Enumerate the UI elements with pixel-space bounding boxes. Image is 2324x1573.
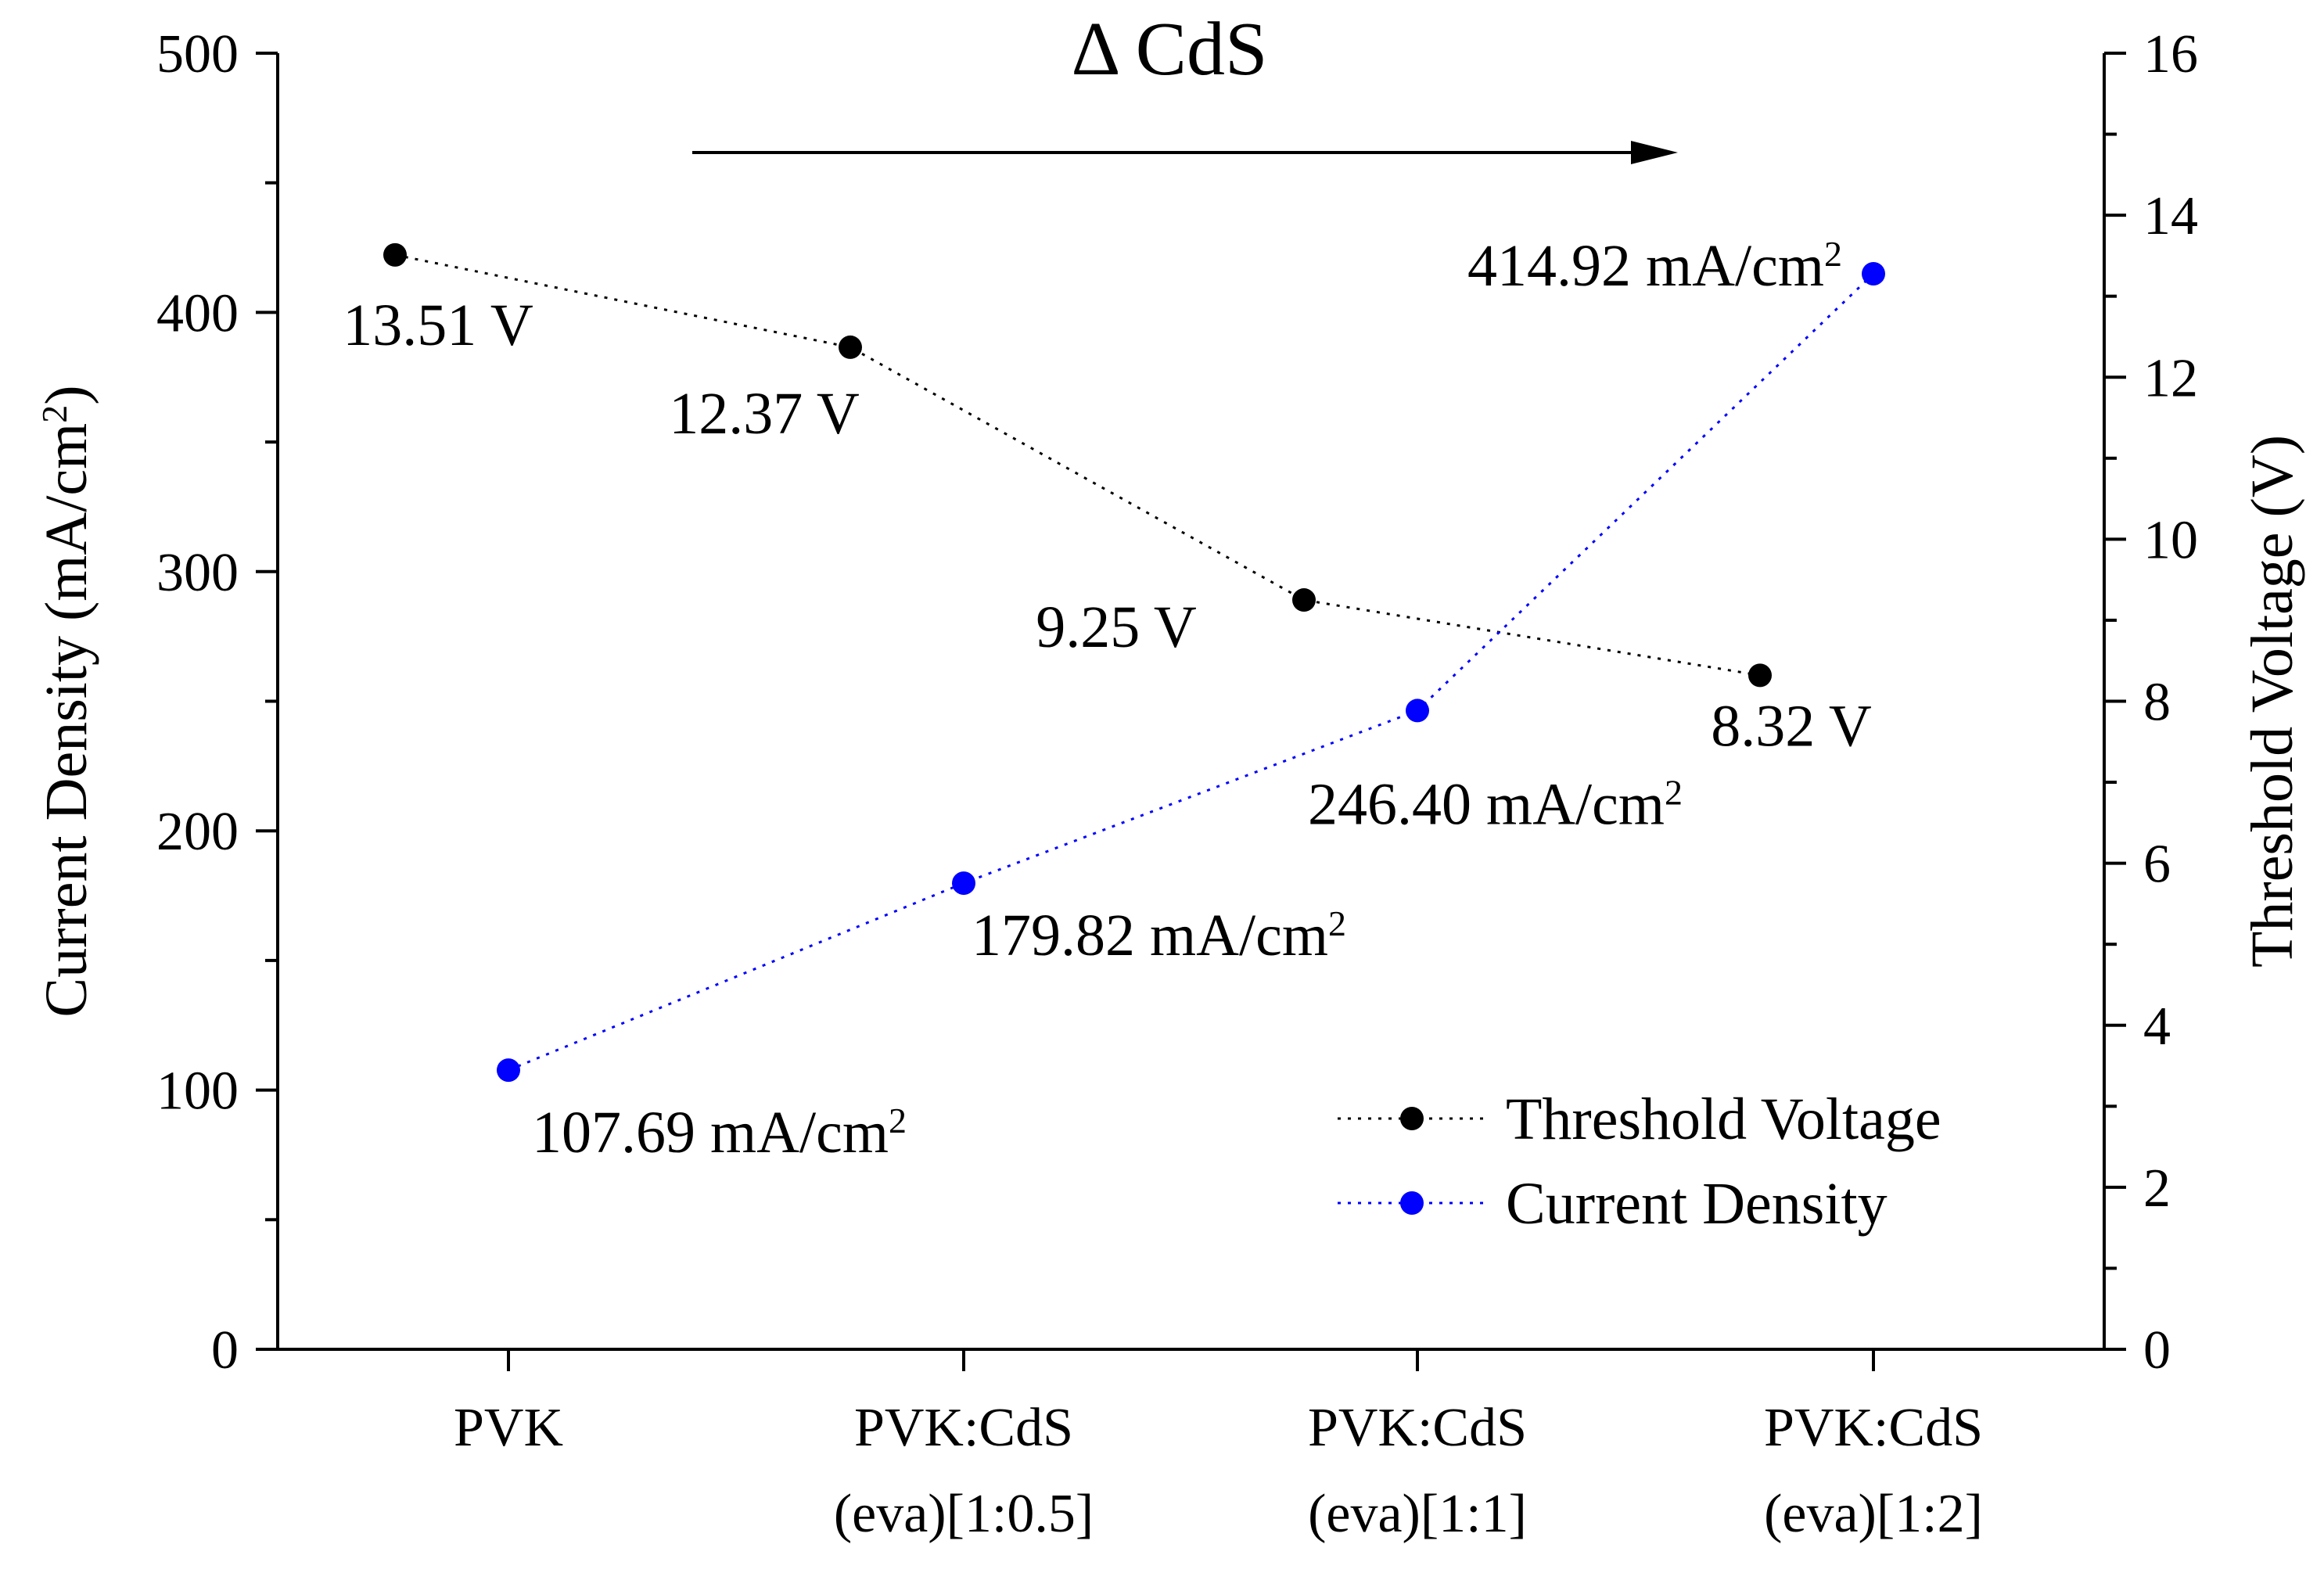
data-label: 8.32 V (1711, 693, 1872, 759)
right-axis-label: Threshold Voltage (V) (2240, 435, 2305, 968)
data-label: 179.82 mA/cm2 (972, 903, 1346, 968)
x-tick-label: (eva)[1:2] (1764, 1484, 1983, 1544)
right-tick-label: 4 (2143, 997, 2171, 1057)
legend-marker (1400, 1107, 1424, 1130)
left-tick-label: 200 (156, 802, 239, 862)
series-line-current-density (508, 272, 1875, 1072)
data-point-current-density (1862, 261, 1885, 286)
legend: Threshold Voltage Current Density (1338, 1086, 1941, 1237)
annotation-arrowhead (1631, 141, 1678, 164)
x-tick-label: PVK:CdS (854, 1398, 1073, 1458)
data-point-threshold-voltage (383, 242, 407, 267)
right-tick-label: 16 (2143, 24, 2198, 84)
series-layer: 13.51 V 12.37 V 9.25 V 8.32 V 107.69 mA/cm2 1… (343, 233, 1885, 1165)
right-tick-label: 12 (2143, 348, 2198, 408)
data-point-threshold-voltage (1292, 588, 1316, 612)
data-label: 9.25 V (1036, 594, 1197, 660)
data-point-current-density (497, 1058, 520, 1083)
x-axis: PVK PVK:CdS (eva)[1:0.5] PVK:CdS (eva)[1:1] P… (454, 1349, 1983, 1544)
x-tick-label: PVK (454, 1398, 563, 1458)
x-tick-label: PVK:CdS (1308, 1398, 1527, 1458)
data-point-threshold-voltage (839, 335, 862, 359)
data-label: 107.69 mA/cm2 (532, 1100, 907, 1165)
left-tick-label: 500 (156, 24, 239, 84)
left-tick-label: 400 (156, 283, 239, 343)
data-label: 246.40 mA/cm2 (1308, 771, 1683, 837)
chart-title: Δ CdS (1072, 7, 1268, 92)
right-tick-label: 2 (2143, 1158, 2171, 1219)
data-point-threshold-voltage (1748, 663, 1772, 688)
right-tick-label: 0 (2143, 1320, 2171, 1381)
right-tick-label: 8 (2143, 673, 2171, 733)
left-axis-label: Current Density (mA/cm2) (34, 385, 99, 1017)
right-tick-label: 6 (2143, 835, 2171, 895)
data-point-current-density (1406, 699, 1429, 723)
left-tick-label: 0 (211, 1320, 239, 1381)
data-label: 13.51 V (343, 293, 533, 358)
x-tick-label: PVK:CdS (1764, 1398, 1983, 1458)
data-label: 12.37 V (669, 381, 860, 447)
series-line-threshold-voltage (394, 253, 1761, 677)
legend-label: Current Density (1506, 1171, 1888, 1237)
data-point-current-density (952, 871, 975, 896)
x-tick-label: (eva)[1:0.5] (834, 1484, 1094, 1544)
left-tick-label: 100 (156, 1061, 239, 1122)
right-tick-label: 10 (2143, 510, 2198, 570)
legend-marker (1400, 1191, 1424, 1215)
data-label: 414.92 mA/cm2 (1467, 233, 1842, 299)
right-axis: 0 2 4 6 8 10 12 14 16 Threshold Voltage (V) (2104, 24, 2305, 1381)
left-tick-label: 300 (156, 543, 239, 603)
legend-label: Threshold Voltage (1506, 1086, 1941, 1152)
left-axis: 0 100 200 300 400 500 Current Density (mA/cm2) (34, 24, 278, 1381)
x-tick-label: (eva)[1:1] (1308, 1484, 1527, 1544)
right-tick-label: 14 (2143, 186, 2198, 246)
